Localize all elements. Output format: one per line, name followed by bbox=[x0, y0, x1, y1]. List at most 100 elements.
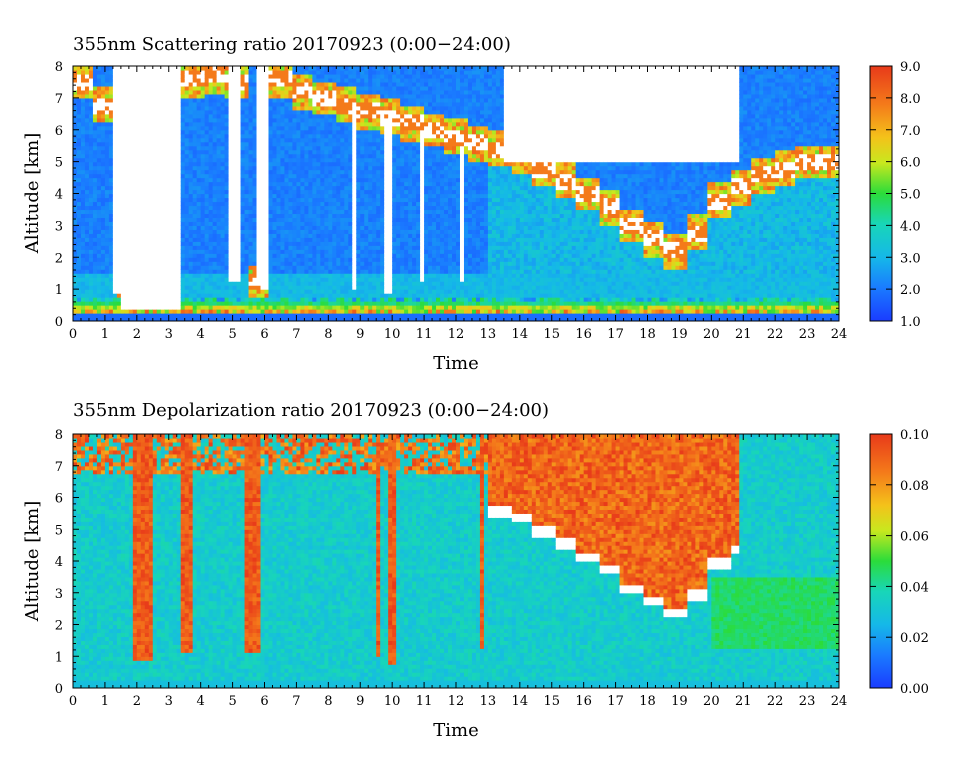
heatmap-cell bbox=[104, 165, 110, 171]
heatmap-cell bbox=[372, 273, 377, 278]
heatmap-cell bbox=[244, 161, 250, 167]
heatmap-cell bbox=[204, 129, 210, 135]
heatmap-cell bbox=[124, 249, 130, 254]
heatmap-cell bbox=[196, 161, 202, 167]
heatmap-cell bbox=[340, 101, 345, 107]
heatmap-cell bbox=[340, 261, 345, 266]
heatmap-cell bbox=[372, 305, 377, 310]
heatmap-cell bbox=[368, 145, 373, 151]
heatmap-cell bbox=[248, 153, 254, 159]
heatmap-cell bbox=[356, 161, 361, 167]
heatmap-cell bbox=[92, 169, 98, 175]
heatmap-cell bbox=[212, 173, 218, 179]
heatmap-cell bbox=[308, 109, 313, 115]
heatmap-cell bbox=[136, 173, 142, 179]
heatmap-cell bbox=[108, 245, 114, 250]
heatmap-cell bbox=[180, 177, 186, 183]
heatmap-cell bbox=[352, 73, 357, 79]
heatmap-cell bbox=[272, 121, 278, 127]
heatmap-cell bbox=[332, 157, 337, 163]
heatmap-cell bbox=[332, 117, 337, 123]
heatmap-cell bbox=[244, 73, 250, 79]
heatmap-cell bbox=[360, 145, 365, 151]
heatmap-cell bbox=[140, 101, 146, 107]
heatmap-cell bbox=[368, 73, 373, 79]
heatmap-cell bbox=[260, 229, 266, 234]
heatmap-cell bbox=[200, 249, 206, 254]
heatmap-cell bbox=[364, 81, 369, 87]
heatmap-cell bbox=[116, 109, 122, 115]
heatmap-cell bbox=[336, 133, 341, 139]
heatmap-cell bbox=[376, 169, 381, 175]
heatmap-cell bbox=[288, 213, 294, 218]
heatmap-cell bbox=[148, 189, 154, 195]
heatmap-cell bbox=[76, 305, 82, 310]
heatmap-cell bbox=[116, 165, 122, 171]
heatmap-cell bbox=[124, 301, 130, 306]
heatmap-cell bbox=[292, 161, 298, 167]
heatmap-cell bbox=[208, 161, 214, 167]
heatmap-cell bbox=[184, 205, 190, 211]
heatmap-cell bbox=[144, 269, 150, 274]
heatmap-cell bbox=[356, 309, 361, 314]
heatmap-cell bbox=[328, 181, 333, 187]
heatmap-cell bbox=[188, 101, 194, 107]
heatmap-cell bbox=[220, 181, 226, 187]
heatmap-cell bbox=[116, 177, 122, 183]
heatmap-cell bbox=[340, 81, 345, 87]
heatmap-cell bbox=[164, 193, 170, 199]
heatmap-cell bbox=[152, 189, 158, 195]
heatmap-cell bbox=[252, 133, 258, 139]
heatmap-cell bbox=[252, 85, 258, 91]
heatmap-cell bbox=[268, 241, 274, 246]
heatmap-cell bbox=[84, 101, 90, 107]
heatmap-cell bbox=[244, 229, 250, 234]
heatmap-cell bbox=[108, 233, 114, 238]
heatmap-cell bbox=[252, 185, 258, 191]
heatmap-cell bbox=[340, 121, 345, 127]
heatmap-cell bbox=[380, 261, 385, 266]
heatmap-cell bbox=[268, 109, 274, 115]
heatmap-cell bbox=[112, 261, 118, 266]
heatmap-cell bbox=[336, 125, 341, 131]
heatmap-cell bbox=[272, 245, 278, 250]
heatmap-cell bbox=[132, 121, 138, 127]
heatmap-cell bbox=[132, 93, 138, 99]
heatmap-cell bbox=[304, 273, 309, 278]
heatmap-cell bbox=[352, 93, 357, 99]
heatmap-cell bbox=[148, 149, 154, 155]
heatmap-cell bbox=[168, 217, 174, 222]
heatmap-cell bbox=[292, 285, 298, 290]
heatmap-cell bbox=[84, 77, 90, 83]
heatmap-cell bbox=[160, 193, 166, 199]
heatmap-cell bbox=[320, 89, 325, 95]
heatmap-cell bbox=[128, 309, 134, 314]
heatmap-cell bbox=[156, 221, 162, 226]
heatmap-cell bbox=[348, 233, 353, 238]
heatmap-cell bbox=[288, 73, 294, 79]
heatmap-cell bbox=[176, 281, 182, 286]
heatmap-cell bbox=[324, 129, 329, 135]
heatmap-cell bbox=[356, 193, 361, 199]
heatmap-cell bbox=[256, 217, 262, 222]
heatmap-cell bbox=[336, 157, 341, 163]
heatmap-cell bbox=[256, 313, 262, 318]
heatmap-cell bbox=[288, 69, 294, 75]
heatmap-cell bbox=[336, 233, 341, 238]
heatmap-cell bbox=[76, 157, 82, 163]
heatmap-cell bbox=[304, 265, 309, 270]
heatmap-cell bbox=[184, 157, 190, 163]
heatmap-cell bbox=[144, 213, 150, 218]
heatmap-cell bbox=[268, 189, 274, 195]
heatmap-cell bbox=[308, 269, 313, 274]
heatmap-cell bbox=[144, 277, 150, 282]
heatmap-cell bbox=[232, 289, 238, 294]
heatmap-cell bbox=[236, 125, 242, 131]
heatmap-cell bbox=[308, 149, 313, 155]
heatmap-cell bbox=[256, 69, 262, 75]
heatmap-cell bbox=[268, 113, 274, 119]
heatmap-cell bbox=[280, 181, 286, 187]
heatmap-cell bbox=[100, 285, 106, 290]
heatmap-cell bbox=[212, 265, 218, 270]
heatmap-cell bbox=[224, 141, 230, 147]
